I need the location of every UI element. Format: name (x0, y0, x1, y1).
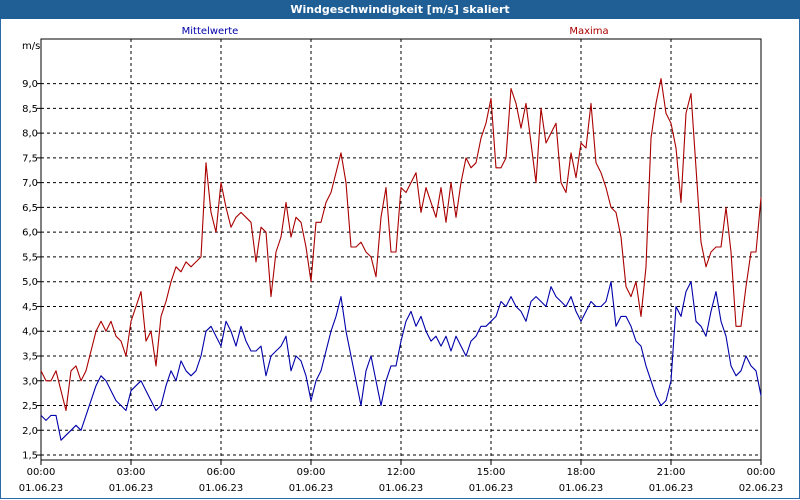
y-tick-label: 3,0 (22, 376, 38, 387)
y-tick-label: 6,0 (22, 228, 38, 239)
x-tick-time: 18:00 (567, 467, 596, 478)
x-tick-date: 02.06.23 (739, 483, 784, 494)
x-tick-date: 01.06.23 (289, 483, 334, 494)
line-chart: 1,5 2,0 2,5 3,0 3,5 4,0 4,5 5,0 5,5 6,0 6,5 7,0 7,5 8… (19, 26, 784, 494)
window-title-bar: Windgeschwindigkeit [m/s] skaliert (0, 0, 800, 19)
x-tick-date: 01.06.23 (469, 483, 514, 494)
x-tick-time: 12:00 (387, 467, 416, 478)
y-tick-label: 5,5 (22, 252, 38, 263)
x-tick-date: 01.06.23 (649, 483, 694, 494)
y-tick-label: 2,5 (22, 401, 38, 412)
x-tick-time: 09:00 (297, 467, 326, 478)
x-tick-date: 01.06.23 (109, 483, 154, 494)
grid (41, 39, 761, 460)
x-tick-date: 01.06.23 (19, 483, 64, 494)
series-lines (40, 78, 762, 441)
x-tick-time: 15:00 (477, 467, 506, 478)
x-tick-time: 00:00 (747, 467, 776, 478)
y-tick-label: 3,5 (22, 351, 38, 362)
y-tick-label: 2,0 (22, 426, 38, 437)
x-tick-time: 06:00 (207, 467, 236, 478)
y-tick-label: 8,5 (22, 104, 38, 115)
chart-title: Windgeschwindigkeit [m/s] skaliert (290, 3, 510, 16)
x-tick-time: 00:00 (27, 467, 56, 478)
legend-maxima: Maxima (569, 26, 608, 37)
x-tick-time: 21:00 (657, 467, 686, 478)
series-line-mittelwerte (40, 281, 762, 441)
y-tick-label: 4,5 (22, 302, 38, 313)
chart-frame: 1,5 2,0 2,5 3,0 3,5 4,0 4,5 5,0 5,5 6,0 6,5 7,0 7,5 8… (0, 19, 800, 499)
y-axis-label: m/s (22, 41, 40, 52)
y-tick-label: 1,5 (22, 451, 38, 462)
y-axis: 1,5 2,0 2,5 3,0 3,5 4,0 4,5 5,0 5,5 6,0 6,5 7,0 7,5 8… (22, 79, 41, 462)
x-tick-date: 01.06.23 (559, 483, 604, 494)
x-tick-date: 01.06.23 (199, 483, 244, 494)
x-axis: 00:00 01.06.23 03:00 01.06.23 06:00 01.06.23 0… (19, 460, 784, 494)
y-tick-label: 8,0 (22, 129, 38, 140)
y-tick-label: 7,0 (22, 178, 38, 189)
y-tick-label: 6,5 (22, 203, 38, 214)
y-tick-label: 5,0 (22, 277, 38, 288)
y-tick-label: 4,0 (22, 327, 38, 338)
y-tick-label: 9,0 (22, 79, 38, 90)
legend-mittelwerte: Mittelwerte (182, 26, 239, 37)
x-tick-time: 03:00 (117, 467, 146, 478)
y-tick-label: 7,5 (22, 153, 38, 164)
x-tick-date: 01.06.23 (379, 483, 424, 494)
series-line-maxima (40, 78, 762, 412)
